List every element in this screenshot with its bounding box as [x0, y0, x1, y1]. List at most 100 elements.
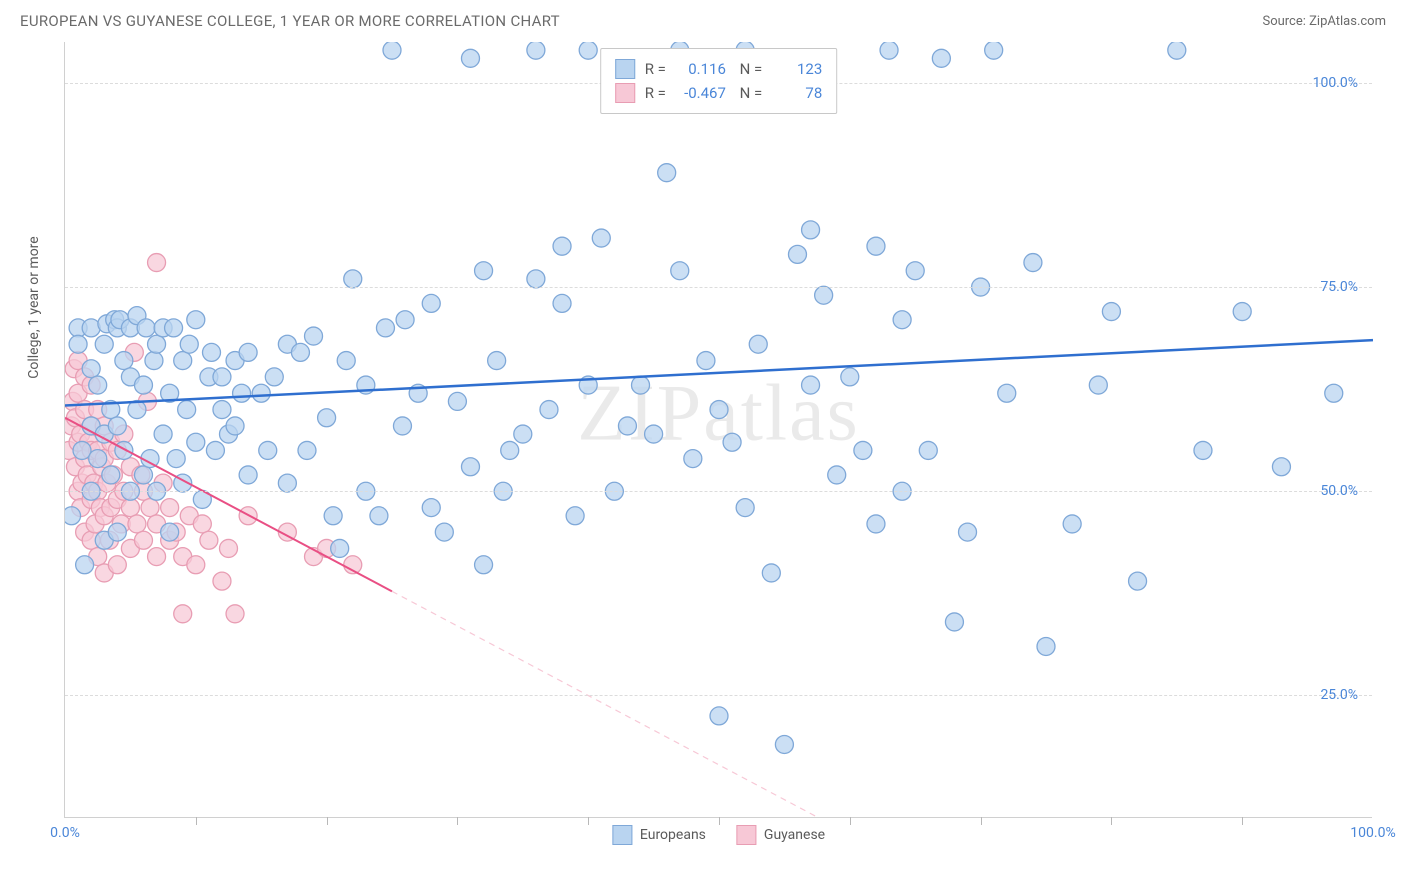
europeans-point — [393, 417, 411, 435]
europeans-point — [178, 401, 196, 419]
europeans-point — [89, 450, 107, 468]
europeans-point — [854, 441, 872, 459]
europeans-point — [919, 441, 937, 459]
r-label: R = — [645, 84, 666, 102]
europeans-point — [298, 441, 316, 459]
europeans-point — [461, 49, 479, 67]
europeans-point — [337, 352, 355, 370]
europeans-point — [1194, 441, 1212, 459]
europeans-trend-line — [65, 340, 1373, 405]
europeans-point — [710, 707, 728, 725]
guyanese-point — [148, 548, 166, 566]
europeans-r: 0.116 — [676, 60, 726, 78]
europeans-point — [259, 441, 277, 459]
y-axis-label: College, 1 year or more — [26, 236, 42, 378]
europeans-point — [448, 392, 466, 410]
legend-item-guyanese: Guyanese — [736, 825, 825, 845]
chart-title: EUROPEAN VS GUYANESE COLLEGE, 1 YEAR OR … — [20, 12, 560, 30]
europeans-point — [148, 335, 166, 353]
europeans-point — [828, 466, 846, 484]
europeans-point — [802, 221, 820, 239]
europeans-point — [69, 335, 87, 353]
europeans-point — [167, 450, 185, 468]
europeans-point — [165, 319, 183, 337]
europeans-point — [202, 343, 220, 361]
y-tick-label: 25.0% — [1320, 687, 1358, 703]
europeans-point — [76, 556, 94, 574]
europeans-point — [1168, 42, 1186, 59]
europeans-label: Europeans — [640, 827, 706, 843]
europeans-point — [985, 42, 1003, 59]
guyanese-point — [141, 499, 159, 517]
europeans-point — [1037, 637, 1055, 655]
europeans-point — [723, 433, 741, 451]
guyanese-point — [220, 539, 238, 557]
europeans-point — [566, 507, 584, 525]
europeans-point — [213, 368, 231, 386]
europeans-point — [376, 319, 394, 337]
europeans-point — [527, 42, 545, 59]
europeans-point — [501, 441, 519, 459]
europeans-point — [324, 507, 342, 525]
europeans-point — [108, 417, 126, 435]
europeans-point — [134, 376, 152, 394]
europeans-point — [1024, 254, 1042, 272]
y-tick-label: 100.0% — [1313, 75, 1358, 91]
europeans-point — [880, 42, 898, 59]
europeans-point — [736, 499, 754, 517]
europeans-point — [592, 229, 610, 247]
europeans-point — [1233, 303, 1251, 321]
guyanese-point — [213, 572, 231, 590]
europeans-point — [1325, 384, 1343, 402]
europeans-point — [82, 319, 100, 337]
europeans-point — [841, 368, 859, 386]
europeans-point — [540, 401, 558, 419]
europeans-point — [291, 343, 309, 361]
europeans-point — [435, 523, 453, 541]
europeans-point — [239, 466, 257, 484]
europeans-point — [252, 384, 270, 402]
guyanese-point — [148, 254, 166, 272]
x-tick-label: 0.0% — [50, 825, 80, 841]
europeans-swatch — [615, 59, 635, 79]
guyanese-point — [128, 515, 146, 533]
guyanese-n: 78 — [772, 84, 822, 102]
source-label: Source: ZipAtlas.com — [1262, 14, 1386, 29]
europeans-point — [710, 401, 728, 419]
europeans-point — [95, 335, 113, 353]
guyanese-point — [226, 605, 244, 623]
guyanese-point — [161, 499, 179, 517]
series-legend: Europeans Guyanese — [612, 825, 825, 845]
y-tick-label: 50.0% — [1320, 483, 1358, 499]
europeans-point — [137, 319, 155, 337]
guyanese-point — [108, 556, 126, 574]
europeans-point — [344, 270, 362, 288]
europeans-point — [788, 245, 806, 263]
europeans-point — [959, 523, 977, 541]
guyanese-point — [200, 531, 218, 549]
europeans-point — [370, 507, 388, 525]
europeans-swatch-icon — [612, 825, 632, 845]
europeans-point — [945, 613, 963, 631]
europeans-point — [265, 368, 283, 386]
europeans-point — [553, 237, 571, 255]
europeans-point — [893, 311, 911, 329]
europeans-point — [553, 294, 571, 312]
europeans-point — [1063, 515, 1081, 533]
europeans-point — [206, 441, 224, 459]
europeans-point — [396, 311, 414, 329]
europeans-point — [867, 237, 885, 255]
europeans-point — [383, 42, 401, 59]
europeans-point — [305, 327, 323, 345]
europeans-point — [108, 523, 126, 541]
guyanese-point — [187, 556, 205, 574]
europeans-point — [998, 384, 1016, 402]
europeans-point — [1272, 458, 1290, 476]
europeans-point — [762, 564, 780, 582]
chart-container: College, 1 year or more ZIPatlas R = 0.1… — [44, 42, 1394, 842]
europeans-point — [180, 335, 198, 353]
guyanese-trend-line-dashed — [392, 591, 850, 818]
europeans-point — [89, 376, 107, 394]
europeans-point — [145, 352, 163, 370]
europeans-point — [115, 352, 133, 370]
